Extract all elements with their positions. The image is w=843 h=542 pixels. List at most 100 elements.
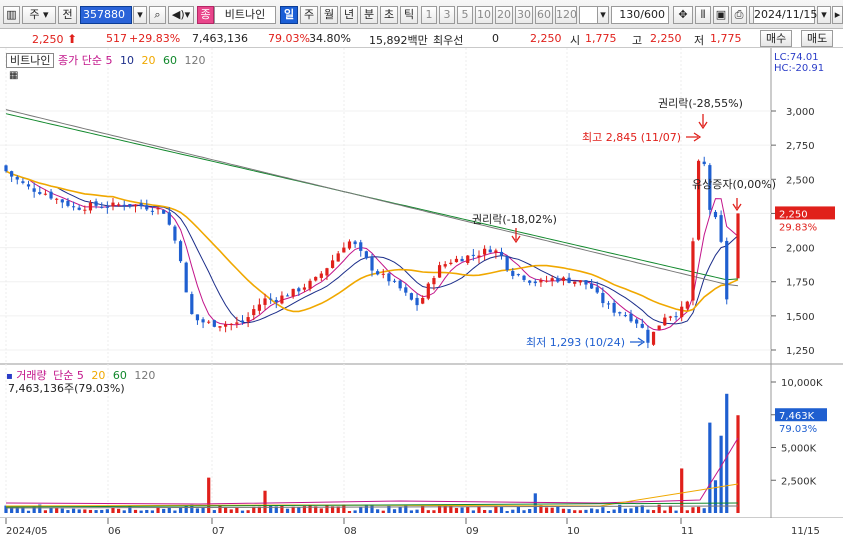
candle-body bbox=[398, 280, 402, 289]
volume-bar bbox=[83, 509, 87, 513]
period-day-tab[interactable]: 일 bbox=[280, 6, 298, 24]
scroll-right-icon[interactable]: ▸ bbox=[832, 6, 843, 24]
volume-bar bbox=[443, 505, 447, 513]
ma120-label: 120 bbox=[184, 54, 206, 67]
candle-body bbox=[224, 324, 228, 327]
vol-ma120-line bbox=[5, 505, 739, 509]
volume-bar bbox=[708, 422, 712, 513]
candle-body bbox=[612, 302, 616, 313]
open-label: 시 bbox=[570, 34, 581, 47]
volume-bar bbox=[88, 509, 93, 513]
volume-bar bbox=[398, 506, 402, 513]
candle-body bbox=[668, 316, 673, 318]
ma5-label: 5 bbox=[105, 54, 113, 67]
interval-1-button[interactable]: 1 bbox=[421, 6, 437, 24]
full-view-button[interactable]: 전 bbox=[58, 6, 77, 24]
hc-value: HC:-20.91 bbox=[774, 63, 825, 74]
code-dropdown-icon[interactable]: ▾ bbox=[133, 6, 147, 24]
volume-bar bbox=[201, 507, 205, 513]
candle-body bbox=[26, 184, 31, 187]
save-icon[interactable]: ▣ bbox=[713, 6, 729, 24]
volume-bar bbox=[702, 508, 706, 513]
interval-120-button[interactable]: 120 bbox=[555, 6, 577, 24]
volume-panel-legend: ▪ 거래량 단순 5 20 60 120 bbox=[6, 369, 156, 382]
period-month-tab[interactable]: 월 bbox=[320, 6, 338, 24]
volume-bar bbox=[477, 506, 481, 513]
volume-bar bbox=[483, 509, 487, 513]
candle-body bbox=[657, 325, 661, 330]
volume-bar bbox=[488, 510, 492, 513]
volume-bar bbox=[133, 509, 138, 513]
x-axis-label-4: 09 bbox=[466, 526, 479, 537]
volume-bar bbox=[595, 509, 599, 513]
chart-svg[interactable]: 3,000 2,750 2,500 2,250 2,000 1,750 1,500 1,250… bbox=[0, 48, 843, 542]
volume-bar bbox=[263, 490, 267, 513]
buy-button[interactable]: 매수 bbox=[760, 30, 793, 47]
speaker-icon[interactable]: ◀)▾ bbox=[168, 6, 194, 24]
candle-body bbox=[314, 276, 318, 281]
search-icon[interactable]: ⌕ bbox=[149, 6, 166, 24]
candle-body bbox=[105, 206, 109, 208]
interval-3-button[interactable]: 3 bbox=[439, 6, 455, 24]
candle-body bbox=[663, 317, 667, 326]
volume-bar bbox=[404, 505, 408, 513]
period-tick-tab[interactable]: 틱 bbox=[400, 6, 418, 24]
low-price: 1,775 bbox=[710, 32, 742, 45]
bars-icon[interactable]: ⫴ bbox=[695, 6, 711, 24]
volume-bar bbox=[646, 509, 650, 513]
vol-ma60-label: 60 bbox=[112, 369, 127, 382]
volume-bar bbox=[55, 508, 59, 513]
volume-bar bbox=[544, 507, 549, 513]
calendar-dropdown-icon[interactable]: ▾ bbox=[817, 6, 831, 24]
candle-body bbox=[651, 331, 656, 345]
volume-bar bbox=[640, 505, 644, 513]
candle-body bbox=[528, 280, 532, 283]
volume-bar bbox=[651, 510, 656, 513]
interval-5-button[interactable]: 5 bbox=[457, 6, 473, 24]
volume-bar bbox=[471, 510, 475, 513]
candle-body bbox=[392, 280, 397, 282]
interval-dropdown-icon[interactable]: ▾ bbox=[597, 6, 609, 24]
candle-body bbox=[499, 251, 504, 256]
volume-bar bbox=[454, 507, 459, 513]
sell-button[interactable]: 매도 bbox=[801, 30, 834, 47]
candle-body bbox=[595, 287, 599, 293]
candle-body bbox=[415, 297, 419, 306]
candle-body bbox=[516, 274, 520, 276]
stock-name-field[interactable]: 비트나인 bbox=[214, 6, 276, 24]
volume-title: 거래량 bbox=[16, 369, 47, 382]
candle-body bbox=[117, 204, 121, 206]
interval-60-button[interactable]: 60 bbox=[535, 6, 553, 24]
period-second-tab[interactable]: 초 bbox=[380, 6, 398, 24]
volume-bar bbox=[269, 505, 273, 513]
candle-body bbox=[573, 281, 577, 284]
period-year-tab[interactable]: 년 bbox=[340, 6, 358, 24]
stock-code-input[interactable]: 357880 bbox=[80, 6, 132, 24]
candle-body bbox=[66, 200, 70, 206]
market-select[interactable]: 주 ▾ bbox=[22, 6, 56, 24]
interval-20-button[interactable]: 20 bbox=[495, 6, 513, 24]
date-input[interactable]: 2024/11/15 bbox=[753, 6, 817, 24]
candle-body bbox=[691, 241, 695, 301]
candle-body bbox=[240, 320, 245, 323]
view-count-input[interactable]: 130/600 bbox=[611, 6, 669, 24]
candle-body bbox=[426, 283, 430, 299]
candle-body bbox=[184, 262, 188, 293]
volume-bar bbox=[432, 510, 436, 513]
period-minute-tab[interactable]: 분 bbox=[360, 6, 378, 24]
tools-icon[interactable]: ✥ bbox=[673, 6, 693, 24]
interval-30-button[interactable]: 30 bbox=[515, 6, 533, 24]
volume-bar bbox=[173, 510, 177, 513]
interval-10-button[interactable]: 10 bbox=[475, 6, 493, 24]
period-week-tab[interactable]: 주 bbox=[300, 6, 318, 24]
volume-bar bbox=[573, 510, 577, 513]
price-panel-name[interactable]: 비트나인 bbox=[6, 53, 55, 68]
grid-table-icon[interactable]: ▦ bbox=[9, 70, 19, 81]
candle-body bbox=[43, 193, 48, 195]
chart-area[interactable]: 3,000 2,750 2,500 2,250 2,000 1,750 1,500 1,250… bbox=[0, 48, 843, 542]
chart-menu-icon[interactable]: ▥ bbox=[3, 6, 20, 24]
candle-body bbox=[674, 316, 678, 318]
candle-body bbox=[409, 293, 414, 300]
print-icon[interactable]: ⎙ bbox=[731, 6, 747, 24]
